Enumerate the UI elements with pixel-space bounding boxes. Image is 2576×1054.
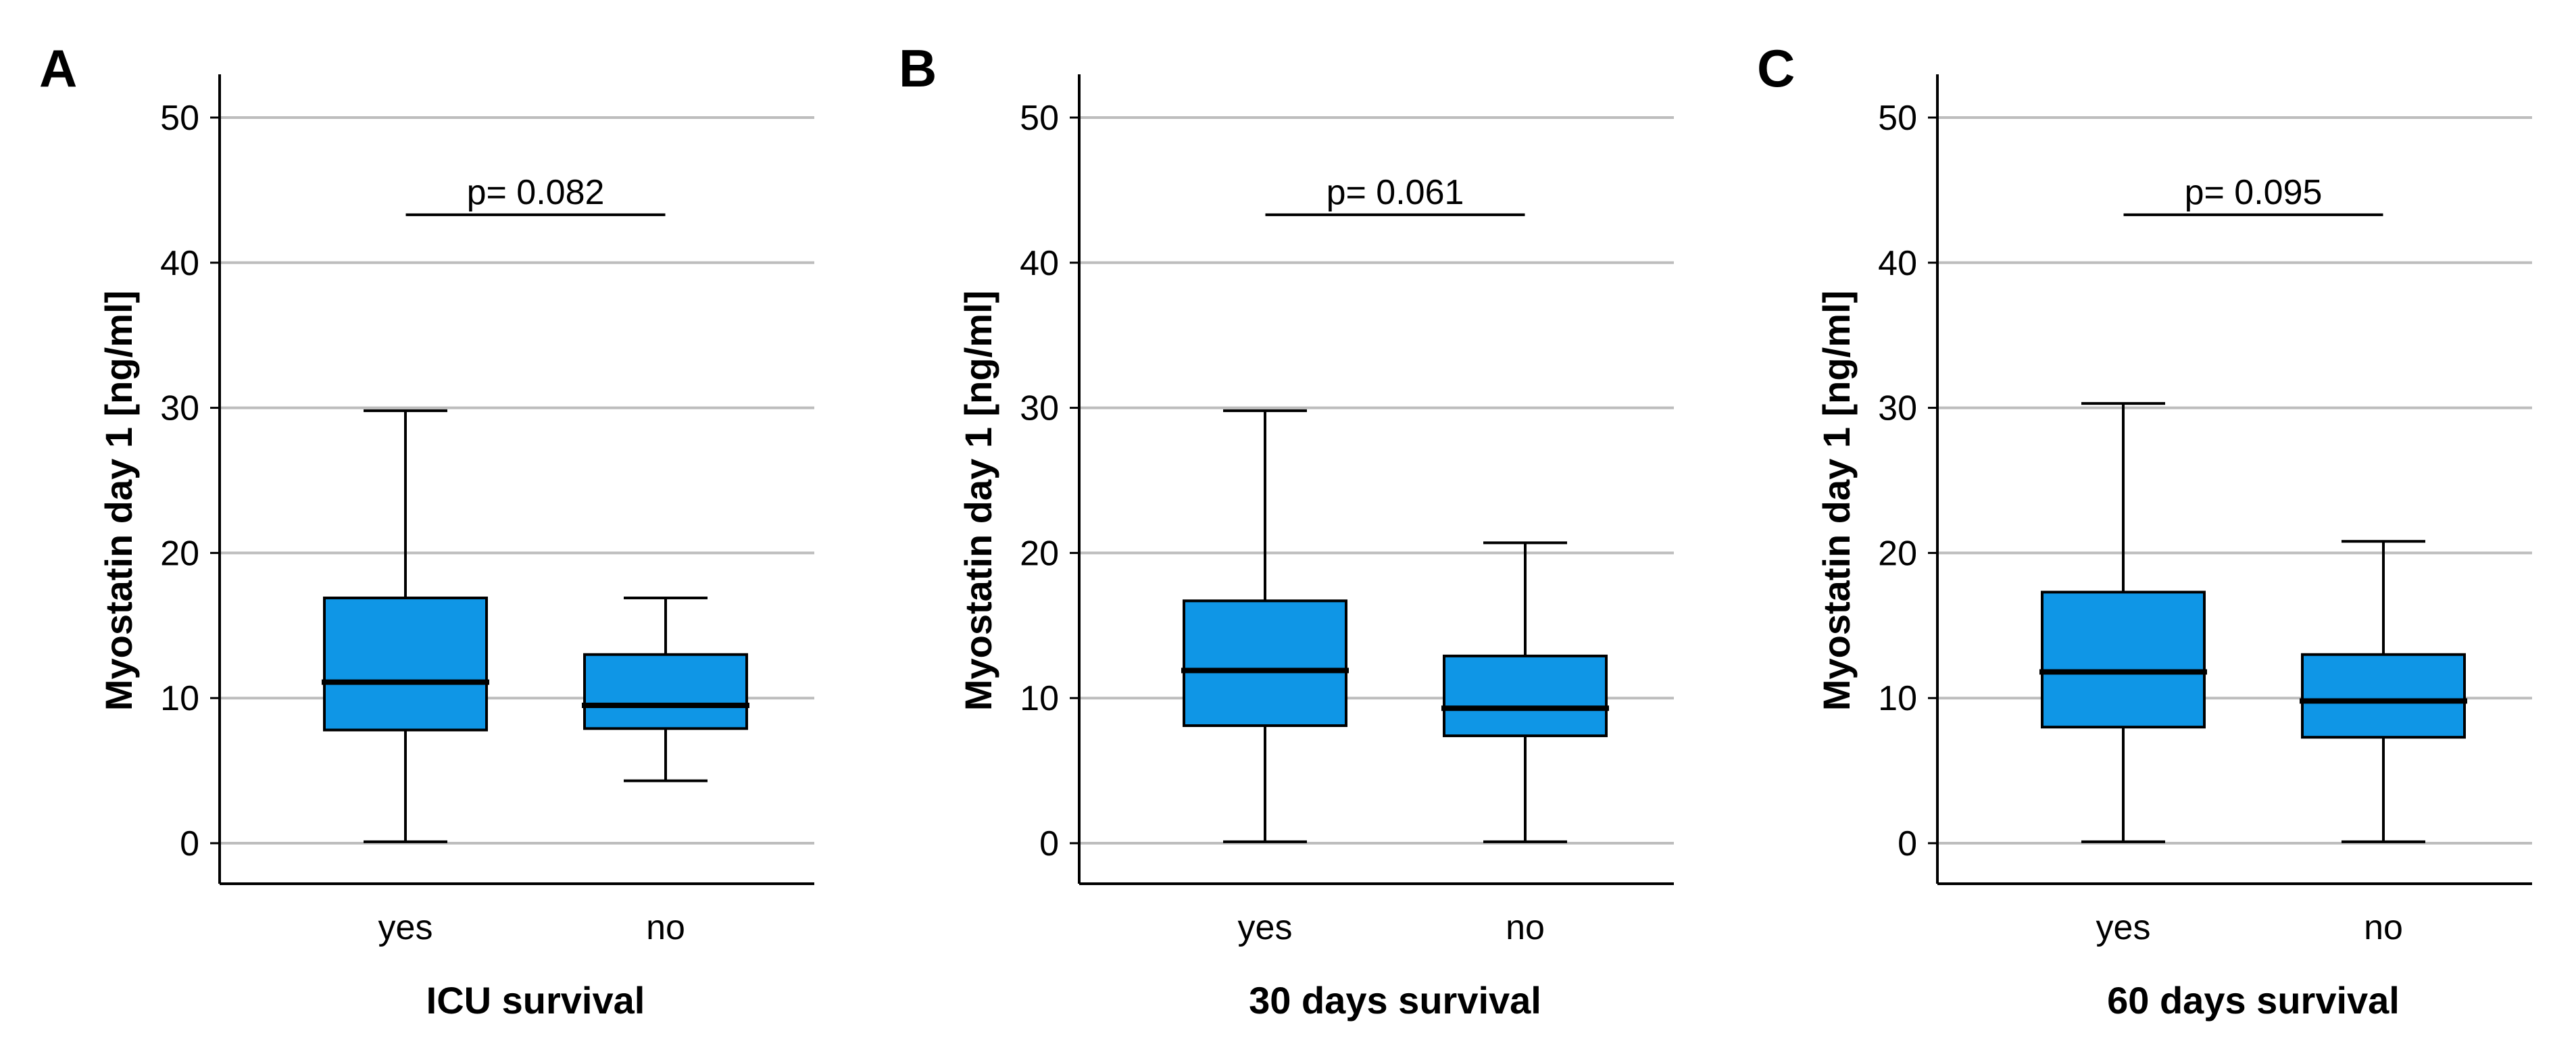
y-axis-title: Myostatin day 1 [ng/ml] [957,291,999,711]
y-tick-label: 40 [160,244,199,283]
y-tick-label: 0 [1898,824,1917,863]
y-tick-label: 20 [1878,534,1917,573]
y-tick-label: 10 [1020,679,1059,718]
x-axis-title: 30 days survival [1249,979,1541,1022]
box-no [2301,653,2466,739]
y-tick-label: 40 [1020,244,1059,283]
y-tick-label: 20 [1020,534,1059,573]
y-tick-label: 20 [160,534,199,573]
panel-letter: A [39,39,78,98]
x-tick-label: yes [2096,908,2151,947]
y-axis-title: Myostatin day 1 [ng/ml] [1815,291,1858,711]
box-yes [2041,591,2206,729]
panel-letter: B [899,39,937,98]
panel-b: B 0 10 20 30 40 50 yes no 30 days survival Myosta… [860,0,1718,1054]
box-yes [1183,599,1347,728]
box-no [583,653,748,730]
p-value-label: p= 0.061 [1327,173,1464,212]
boxplot-chart: 0 10 20 30 40 50 yes no 30 days survival Myostati… [957,74,1674,1022]
x-axis-title: ICU survival [426,979,645,1022]
y-tick-label: 30 [1878,389,1917,428]
x-axis-title: 60 days survival [2107,979,2400,1022]
x-tick-label: no [1506,908,1545,947]
x-tick-label: no [646,908,685,947]
box-yes [323,596,488,732]
x-tick-label: yes [378,908,433,947]
y-tick-label: 10 [1878,679,1917,718]
y-tick-label: 40 [1878,244,1917,283]
y-axis-title: Myostatin day 1 [ng/ml] [97,291,140,711]
y-tick-label: 30 [160,389,199,428]
y-tick-label: 0 [1039,824,1059,863]
boxplot-chart: 0 10 20 30 40 50 yes no 60 days survival Myostati… [1815,74,2532,1022]
panel-letter: C [1757,39,1795,98]
y-tick-label: 50 [1878,99,1917,138]
x-tick-label: no [2364,908,2403,947]
x-tick-label: yes [1238,908,1293,947]
y-tick-label: 0 [180,824,199,863]
y-tick-label: 50 [160,99,199,138]
p-value-label: p= 0.095 [2185,173,2323,212]
panel-c: C 0 10 20 30 40 50 yes no 60 days survival Myosta… [1718,0,2576,1054]
panel-a: A 0 10 20 30 40 50 yes no ICU survival Myostatin … [0,0,858,1054]
p-value-label: p= 0.082 [467,173,605,212]
y-tick-label: 50 [1020,99,1059,138]
y-tick-label: 10 [160,679,199,718]
box-no [1443,654,1608,738]
y-tick-label: 30 [1020,389,1059,428]
